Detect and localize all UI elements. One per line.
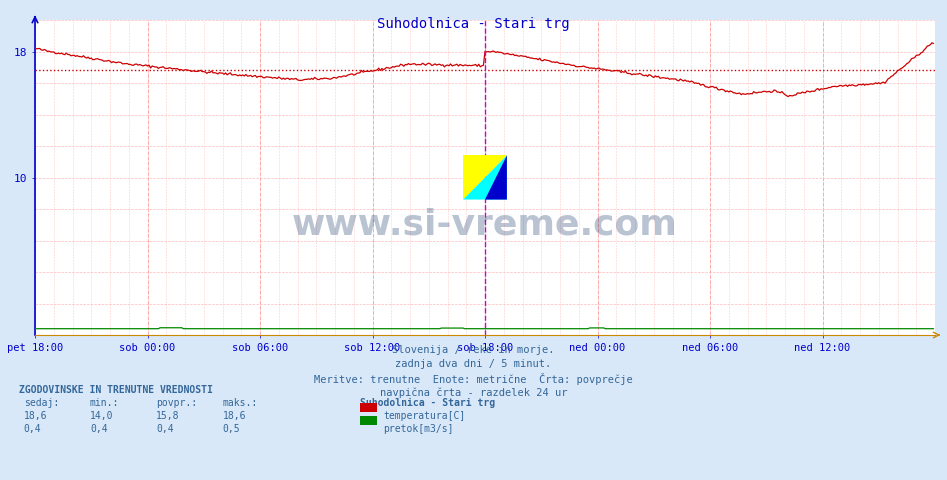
Polygon shape bbox=[463, 156, 507, 200]
Text: ZGODOVINSKE IN TRENUTNE VREDNOSTI: ZGODOVINSKE IN TRENUTNE VREDNOSTI bbox=[19, 385, 213, 395]
Text: zadnja dva dni / 5 minut.: zadnja dva dni / 5 minut. bbox=[396, 359, 551, 369]
Text: temperatura[C]: temperatura[C] bbox=[384, 411, 466, 421]
Text: Suhodolnica - Stari trg: Suhodolnica - Stari trg bbox=[377, 17, 570, 31]
Text: maks.:: maks.: bbox=[223, 398, 258, 408]
Polygon shape bbox=[485, 156, 507, 200]
Text: 0,4: 0,4 bbox=[156, 424, 174, 434]
Text: 0,5: 0,5 bbox=[223, 424, 241, 434]
Text: Slovenija / reke in morje.: Slovenija / reke in morje. bbox=[392, 345, 555, 355]
Text: 14,0: 14,0 bbox=[90, 411, 114, 421]
Text: povpr.:: povpr.: bbox=[156, 398, 197, 408]
Text: 18,6: 18,6 bbox=[24, 411, 47, 421]
Text: www.si-vreme.com: www.si-vreme.com bbox=[292, 208, 678, 242]
Polygon shape bbox=[463, 156, 507, 200]
Text: Meritve: trenutne  Enote: metrične  Črta: povprečje: Meritve: trenutne Enote: metrične Črta: … bbox=[314, 373, 633, 385]
Text: pretok[m3/s]: pretok[m3/s] bbox=[384, 424, 454, 434]
Text: 0,4: 0,4 bbox=[24, 424, 42, 434]
Text: sedaj:: sedaj: bbox=[24, 398, 59, 408]
Text: 0,4: 0,4 bbox=[90, 424, 108, 434]
Text: Suhodolnica - Stari trg: Suhodolnica - Stari trg bbox=[360, 398, 495, 408]
Text: min.:: min.: bbox=[90, 398, 119, 408]
Text: navpična črta - razdelek 24 ur: navpična črta - razdelek 24 ur bbox=[380, 387, 567, 397]
Text: 18,6: 18,6 bbox=[223, 411, 246, 421]
Text: 15,8: 15,8 bbox=[156, 411, 180, 421]
